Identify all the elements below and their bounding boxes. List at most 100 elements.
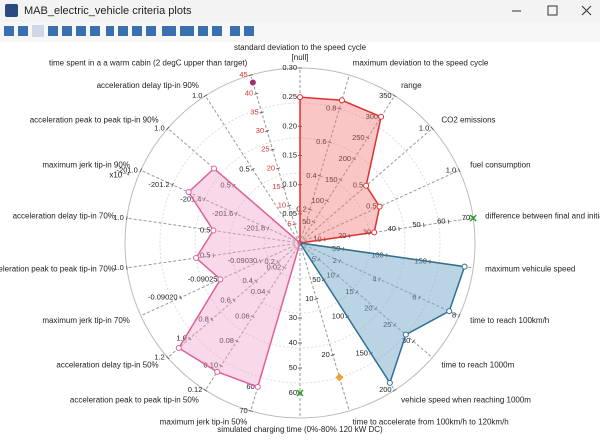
series-area [299, 96, 382, 244]
tick-mark [286, 204, 292, 207]
tick-label: 20 [338, 231, 346, 240]
close-button[interactable] [581, 5, 592, 16]
tick-label: 35 [250, 107, 258, 116]
tick-label: 1.0 [192, 91, 202, 100]
tick-mark [352, 157, 357, 161]
tick-label: 0.2 [265, 257, 275, 266]
series-point [378, 113, 385, 120]
tick-mark [330, 353, 335, 356]
axis-line [299, 217, 474, 244]
tick-label: 50 [289, 363, 297, 372]
tick-mark [179, 295, 182, 300]
series-point [297, 94, 303, 101]
tick-label: 60 [246, 382, 254, 391]
tick-label: 70 [462, 213, 470, 222]
axis-name: acceleration peak to peak tip-in 70% [0, 265, 115, 274]
tick-label: 150 [325, 175, 338, 184]
series-point [185, 189, 192, 196]
tick-mark [171, 182, 174, 187]
tick-label: 0.4 [306, 171, 316, 180]
tick-label: 50 [412, 220, 420, 229]
series-point [371, 229, 378, 236]
tick-label: 50 [302, 217, 310, 226]
tick-mark [398, 226, 400, 231]
tick-label: 50 [312, 275, 320, 284]
tick-label: 0.08 [219, 336, 234, 345]
tick-mark [282, 266, 287, 270]
axis-exponent: x10⁻⁴ [109, 170, 130, 179]
axis-name: difference between final and initial SOC [485, 211, 600, 220]
axis-name: CO2 emissions [441, 116, 495, 125]
tick-label: 0.30 [282, 63, 297, 72]
tick-label: 30 [363, 227, 371, 236]
series-point [175, 345, 182, 352]
tick-label: 10 [278, 201, 286, 210]
toolbar-icons[interactable] [4, 25, 254, 37]
tick-mark [276, 260, 280, 264]
tick-label: 0.5 [366, 202, 376, 211]
tick-label: -201.0 [117, 165, 138, 174]
tick-mark [166, 355, 170, 360]
tick-label: 0.5 [353, 181, 363, 190]
axis-name: acceleration peak to peak tip-in 50% [70, 395, 199, 404]
axis-name: acceleration delay tip-in 50% [56, 361, 158, 370]
maximize-button[interactable] [547, 5, 558, 16]
tick-label: 8 [452, 311, 456, 320]
axis-line [299, 95, 396, 244]
axis-name: maximum deviation to the speed cycle [353, 59, 489, 68]
tick-label: 0.5 [239, 164, 249, 173]
tick-label: 45 [239, 70, 247, 79]
series-area [298, 242, 466, 385]
axis-name: standard deviation to the speed cycle [234, 43, 367, 52]
tick-label: 1.0 [113, 263, 123, 272]
tick-label: 0.6 [220, 295, 230, 304]
tick-mark [259, 111, 264, 114]
tick-label: -201.8 [244, 223, 265, 232]
tick-label: 25 [261, 145, 269, 154]
tick-label: -0.09025 [188, 274, 218, 283]
axis-name: maximum jerk tip-in 90% [42, 160, 130, 169]
tick-label: 0.02 [267, 263, 282, 272]
tick-label: 15 [272, 182, 280, 191]
series-point [338, 97, 345, 104]
series-point [211, 165, 218, 172]
tick-mark [337, 107, 342, 110]
tick-mark [338, 178, 343, 182]
tick-label: -0.09030 [228, 256, 258, 265]
tick-mark [203, 94, 208, 98]
tick-label: 10 [313, 234, 321, 243]
tick-mark [210, 317, 214, 322]
tick-label: 0.5 [200, 226, 210, 235]
tick-mark [254, 92, 259, 95]
tick-mark [457, 313, 461, 318]
tick-label: 200 [379, 385, 392, 394]
tick-label: 0.05 [282, 209, 297, 218]
tick-label: 100 [332, 312, 345, 321]
axis-unit: [null] [292, 53, 309, 62]
axis-line [299, 242, 350, 412]
tick-mark [203, 388, 208, 392]
tick-mark [219, 364, 224, 368]
title-bar [0, 0, 600, 22]
tick-mark [126, 265, 128, 270]
tick-label: 60 [289, 388, 297, 397]
tick-label: -201.4 [180, 194, 201, 203]
app-icon [5, 4, 18, 17]
tick-mark [457, 168, 461, 173]
tick-mark [266, 226, 270, 231]
tick-mark [234, 339, 239, 343]
tick-mark [250, 167, 255, 171]
tick-mark [258, 259, 262, 264]
tick-label: 30 [402, 336, 410, 345]
tick-label: 1.0 [446, 165, 456, 174]
radar-plot: standard deviation to the speed cycle[nu… [0, 43, 600, 434]
axis-name: time to reach 100km/h [470, 316, 549, 325]
tick-label: 0.15 [282, 150, 297, 159]
tick-label: 0.8 [198, 314, 208, 323]
tick-mark [422, 223, 425, 228]
axis-line [140, 169, 301, 244]
tick-mark [311, 220, 316, 224]
axis-name: maximum jerk tip-in 70% [42, 316, 130, 325]
tick-mark [447, 219, 450, 224]
